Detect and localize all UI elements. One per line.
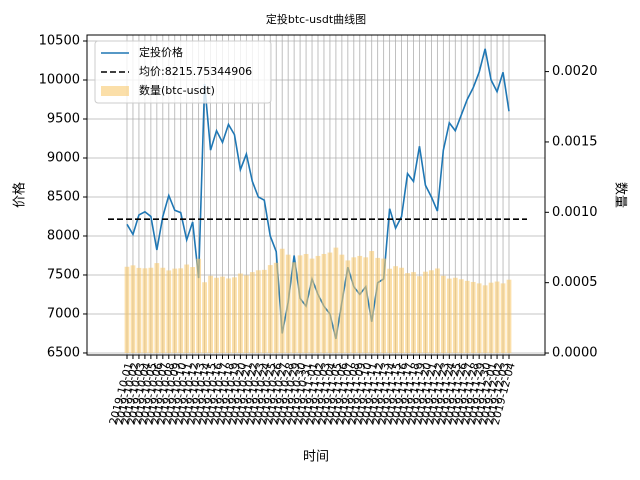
quantity-bar: [411, 272, 416, 354]
quantity-bar: [148, 267, 154, 354]
y-tick-label: 8500: [47, 189, 80, 204]
legend-label: 定投价格: [139, 45, 183, 59]
quantity-bar: [220, 276, 225, 354]
y2-tick-label: 0.0010: [552, 205, 598, 220]
quantity-bar: [136, 267, 142, 354]
quantity-bar: [506, 279, 512, 354]
quantity-bar: [297, 255, 303, 354]
quantity-bar: [327, 252, 333, 354]
y-tick-label: 8000: [47, 228, 80, 243]
quantity-bar: [124, 266, 130, 354]
quantity-bar: [482, 285, 488, 354]
quantity-bar: [273, 262, 279, 354]
x-axis-label: 时间: [303, 450, 329, 465]
legend-label: 均价:8215.75344906: [139, 65, 252, 78]
quantity-bar: [309, 258, 315, 354]
quantity-bar: [261, 269, 267, 354]
plot-frame: [86, 34, 546, 356]
quantity-bar: [196, 258, 202, 354]
quantity-bar: [279, 248, 285, 354]
quantity-bar: [226, 278, 231, 354]
y-tick-label: 10000: [39, 73, 80, 88]
quantity-bar: [249, 272, 255, 354]
quantity-bar: [405, 273, 410, 354]
quantity-bar: [458, 279, 464, 354]
quantity-bar: [446, 278, 452, 354]
quantity-bar: [399, 267, 404, 354]
y-tick-label: 10500: [39, 34, 80, 49]
legend-box: [94, 40, 272, 104]
y-axis-label: 价格: [12, 182, 28, 208]
quantity-bar: [440, 275, 446, 354]
quantity-bar: [142, 268, 148, 354]
quantity-bar: [381, 258, 387, 354]
quantity-bar: [208, 275, 213, 354]
quantity-bar: [184, 264, 190, 354]
quantity-bar: [255, 270, 261, 354]
quantity-bar: [375, 257, 381, 354]
y2-axis-label: 数量: [613, 182, 628, 208]
quantity-bar: [452, 277, 458, 354]
quantity-bar: [417, 276, 422, 354]
quantity-bar: [232, 277, 237, 354]
y-tick-label: 9000: [47, 150, 80, 165]
y2-tick-label: 0.0000: [552, 346, 598, 361]
y2-tick-label: 0.0015: [552, 134, 598, 149]
legend-swatch: [101, 86, 129, 96]
quantity-bar: [303, 253, 309, 354]
quantity-bar: [333, 247, 339, 354]
legend-label: 数量(btc-usdt): [139, 84, 215, 97]
quantity-bar: [178, 268, 184, 354]
y2-tick-label: 0.0020: [552, 64, 598, 79]
quantity-bar: [369, 251, 375, 354]
quantity-bar: [357, 255, 363, 354]
quantity-bar: [345, 260, 351, 354]
quantity-bar: [321, 253, 327, 354]
quantity-bar: [387, 268, 393, 354]
quantity-bar: [267, 265, 273, 354]
y-tick-label: 6500: [47, 345, 80, 360]
quantity-bar: [243, 275, 249, 354]
quantity-bar: [285, 254, 291, 354]
quantity-bar: [130, 265, 136, 354]
quantity-bar: [315, 255, 321, 354]
chart-title: 定投btc-usdt曲线图: [266, 12, 366, 26]
quantity-bar: [429, 270, 434, 354]
quantity-bar: [476, 283, 482, 354]
quantity-bar: [291, 262, 297, 354]
quantity-bar: [434, 268, 440, 354]
quantity-bar: [202, 282, 207, 354]
quantity-bar: [494, 281, 500, 354]
quantity-bar: [214, 277, 219, 354]
quantity-bar: [238, 273, 243, 354]
quantity-bar: [464, 280, 470, 354]
y-tick-label: 9500: [47, 111, 80, 126]
y-tick-label: 7500: [47, 267, 80, 282]
quantity-bar: [393, 266, 398, 354]
y2-tick-label: 0.0005: [552, 275, 598, 290]
quantity-bar: [154, 263, 160, 354]
quantity-bar: [160, 267, 166, 354]
quantity-bar: [500, 283, 506, 354]
quantity-bar: [351, 257, 357, 354]
quantity-bar: [363, 257, 369, 354]
quantity-bar: [166, 270, 172, 354]
y-tick-label: 7000: [47, 306, 80, 321]
quantity-bar: [470, 281, 476, 354]
quantity-bar: [488, 282, 494, 354]
quantity-bar: [190, 267, 196, 354]
quantity-bar: [339, 254, 345, 354]
quantity-bar: [172, 268, 178, 354]
quantity-bar: [423, 271, 428, 354]
